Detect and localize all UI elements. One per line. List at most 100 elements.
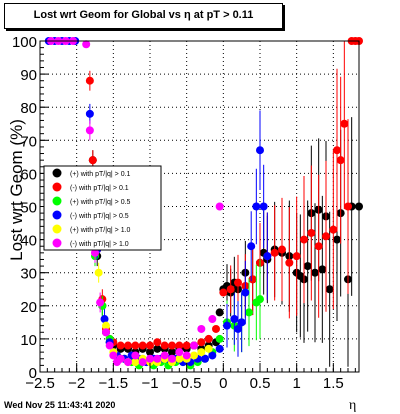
data-point — [208, 315, 217, 324]
series-layer — [44, 37, 363, 370]
data-point — [168, 341, 176, 350]
y-tick-label: 10 — [20, 332, 37, 349]
data-point — [311, 268, 319, 277]
data-point — [85, 126, 94, 135]
data-point — [85, 76, 94, 85]
axes: −2.5 −2 −1.5 −1 −0.5 0 0.5 1 1.5 0 10 20 30 40 50 60 70 8… — [12, 34, 356, 392]
data-point — [201, 354, 209, 363]
legend-marker — [52, 210, 62, 220]
data-point — [175, 341, 184, 350]
data-point — [175, 354, 184, 363]
x-tick-label: 0.5 — [250, 375, 271, 392]
data-point — [85, 109, 94, 118]
x-tick-label: −2.5 — [25, 375, 55, 392]
data-point — [160, 351, 169, 360]
data-point — [116, 341, 125, 350]
legend-entry: (-) with pT/|q| > 0.1 — [70, 185, 129, 192]
legend: (+) with pT/|q| > 0.1 (-) with pT/|q| > 0… — [43, 165, 162, 251]
y-tick-label: 40 — [20, 233, 37, 250]
y-tick-label: 20 — [20, 299, 37, 316]
x-tick-label: −2 — [68, 375, 85, 392]
data-point — [100, 315, 109, 324]
data-point — [237, 318, 246, 327]
data-point — [94, 268, 103, 277]
data-point — [91, 248, 99, 257]
x-tick-label: −1 — [141, 375, 158, 392]
x-tick-label: −1.5 — [99, 375, 129, 392]
data-point — [168, 354, 176, 363]
data-point — [329, 225, 338, 234]
data-point — [300, 235, 308, 244]
data-point — [208, 351, 217, 360]
data-point — [146, 354, 154, 363]
data-point — [197, 338, 206, 347]
data-point — [168, 348, 176, 357]
x-tick-label: 1 — [292, 375, 300, 392]
data-point — [318, 265, 327, 274]
data-point — [247, 242, 256, 251]
data-point — [102, 321, 110, 330]
data-point — [153, 338, 162, 347]
data-point — [241, 288, 250, 297]
data-point — [215, 202, 224, 211]
chart-title: Lost wrt Geom for Global vs η at pT > 0.… — [33, 9, 254, 21]
y-tick-label: 70 — [20, 133, 37, 150]
data-point — [204, 334, 213, 343]
data-point — [292, 252, 301, 261]
data-point — [182, 341, 191, 350]
y-tick-label: 0 — [29, 365, 37, 382]
data-point — [182, 351, 191, 360]
data-point — [333, 235, 341, 244]
data-point — [105, 341, 114, 350]
data-point — [278, 245, 286, 254]
data-point — [197, 324, 206, 333]
data-point — [234, 324, 242, 333]
data-point — [96, 298, 105, 307]
data-point — [160, 341, 169, 350]
data-point — [190, 341, 198, 350]
data-point — [322, 232, 330, 241]
y-tick-label: 100 — [12, 34, 37, 51]
data-point — [212, 324, 220, 333]
data-point — [336, 156, 345, 165]
series-5 — [47, 37, 224, 367]
data-point — [248, 275, 257, 284]
legend-entry: (-) with pT/|q| > 0.5 — [70, 213, 129, 220]
data-point — [234, 278, 242, 287]
data-point — [252, 202, 261, 211]
legend-marker — [52, 196, 62, 206]
data-point — [190, 351, 198, 360]
timestamp: Wed Nov 25 11:43:41 2020 — [4, 400, 116, 410]
data-point — [340, 119, 349, 128]
data-point — [131, 351, 140, 360]
data-point — [116, 354, 125, 363]
legend-entry: (+) with pT/|q| > 0.1 — [70, 171, 131, 178]
data-point — [102, 328, 110, 337]
data-point — [109, 351, 118, 360]
y-tick-label: 30 — [20, 266, 37, 283]
data-point — [131, 358, 140, 367]
data-point — [314, 242, 323, 251]
data-point — [230, 315, 239, 324]
data-point — [153, 344, 162, 353]
data-point — [325, 285, 334, 294]
data-point — [219, 288, 228, 297]
data-point — [204, 344, 213, 353]
data-point — [175, 348, 184, 357]
data-point — [138, 341, 147, 350]
data-point — [153, 354, 162, 363]
y-tick-label: 50 — [20, 200, 37, 217]
x-tick-label: 1.5 — [323, 375, 344, 392]
data-point — [226, 285, 235, 294]
data-point — [138, 358, 147, 367]
y-tick-label: 80 — [20, 100, 37, 117]
y-axis-label: Lost wrt Geom (%) — [7, 119, 26, 261]
data-point — [303, 262, 312, 271]
data-point — [263, 252, 272, 261]
data-point — [256, 295, 264, 304]
data-point — [124, 358, 132, 367]
data-point — [344, 202, 352, 211]
legend-marker — [52, 224, 62, 234]
data-point — [259, 202, 268, 211]
x-axis-label: η — [349, 398, 357, 413]
